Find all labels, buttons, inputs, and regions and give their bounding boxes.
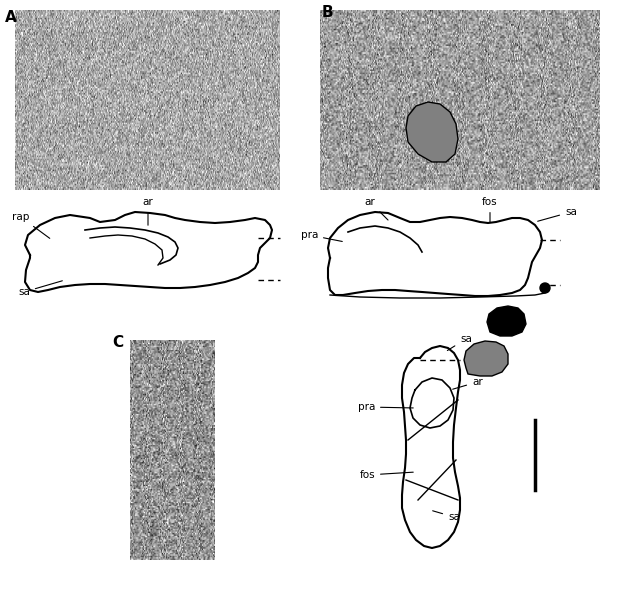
Text: ar: ar (452, 377, 483, 389)
Text: ar: ar (365, 197, 388, 220)
Text: sa: sa (433, 511, 460, 522)
Text: fos: fos (482, 197, 498, 222)
Text: rap: rap (12, 212, 50, 238)
Text: A: A (5, 10, 17, 25)
Text: fos: fos (360, 470, 413, 480)
Polygon shape (464, 341, 508, 376)
Text: pra: pra (358, 402, 413, 412)
Text: pra: pra (301, 230, 342, 242)
Text: a: a (497, 305, 503, 315)
Text: C: C (112, 335, 123, 350)
Polygon shape (406, 102, 458, 162)
Polygon shape (487, 306, 526, 336)
Text: sa: sa (538, 207, 577, 221)
Text: B: B (322, 5, 334, 20)
Text: sa: sa (448, 334, 472, 350)
Circle shape (540, 283, 550, 293)
Text: ar: ar (142, 197, 154, 225)
Text: sa: sa (18, 281, 63, 297)
